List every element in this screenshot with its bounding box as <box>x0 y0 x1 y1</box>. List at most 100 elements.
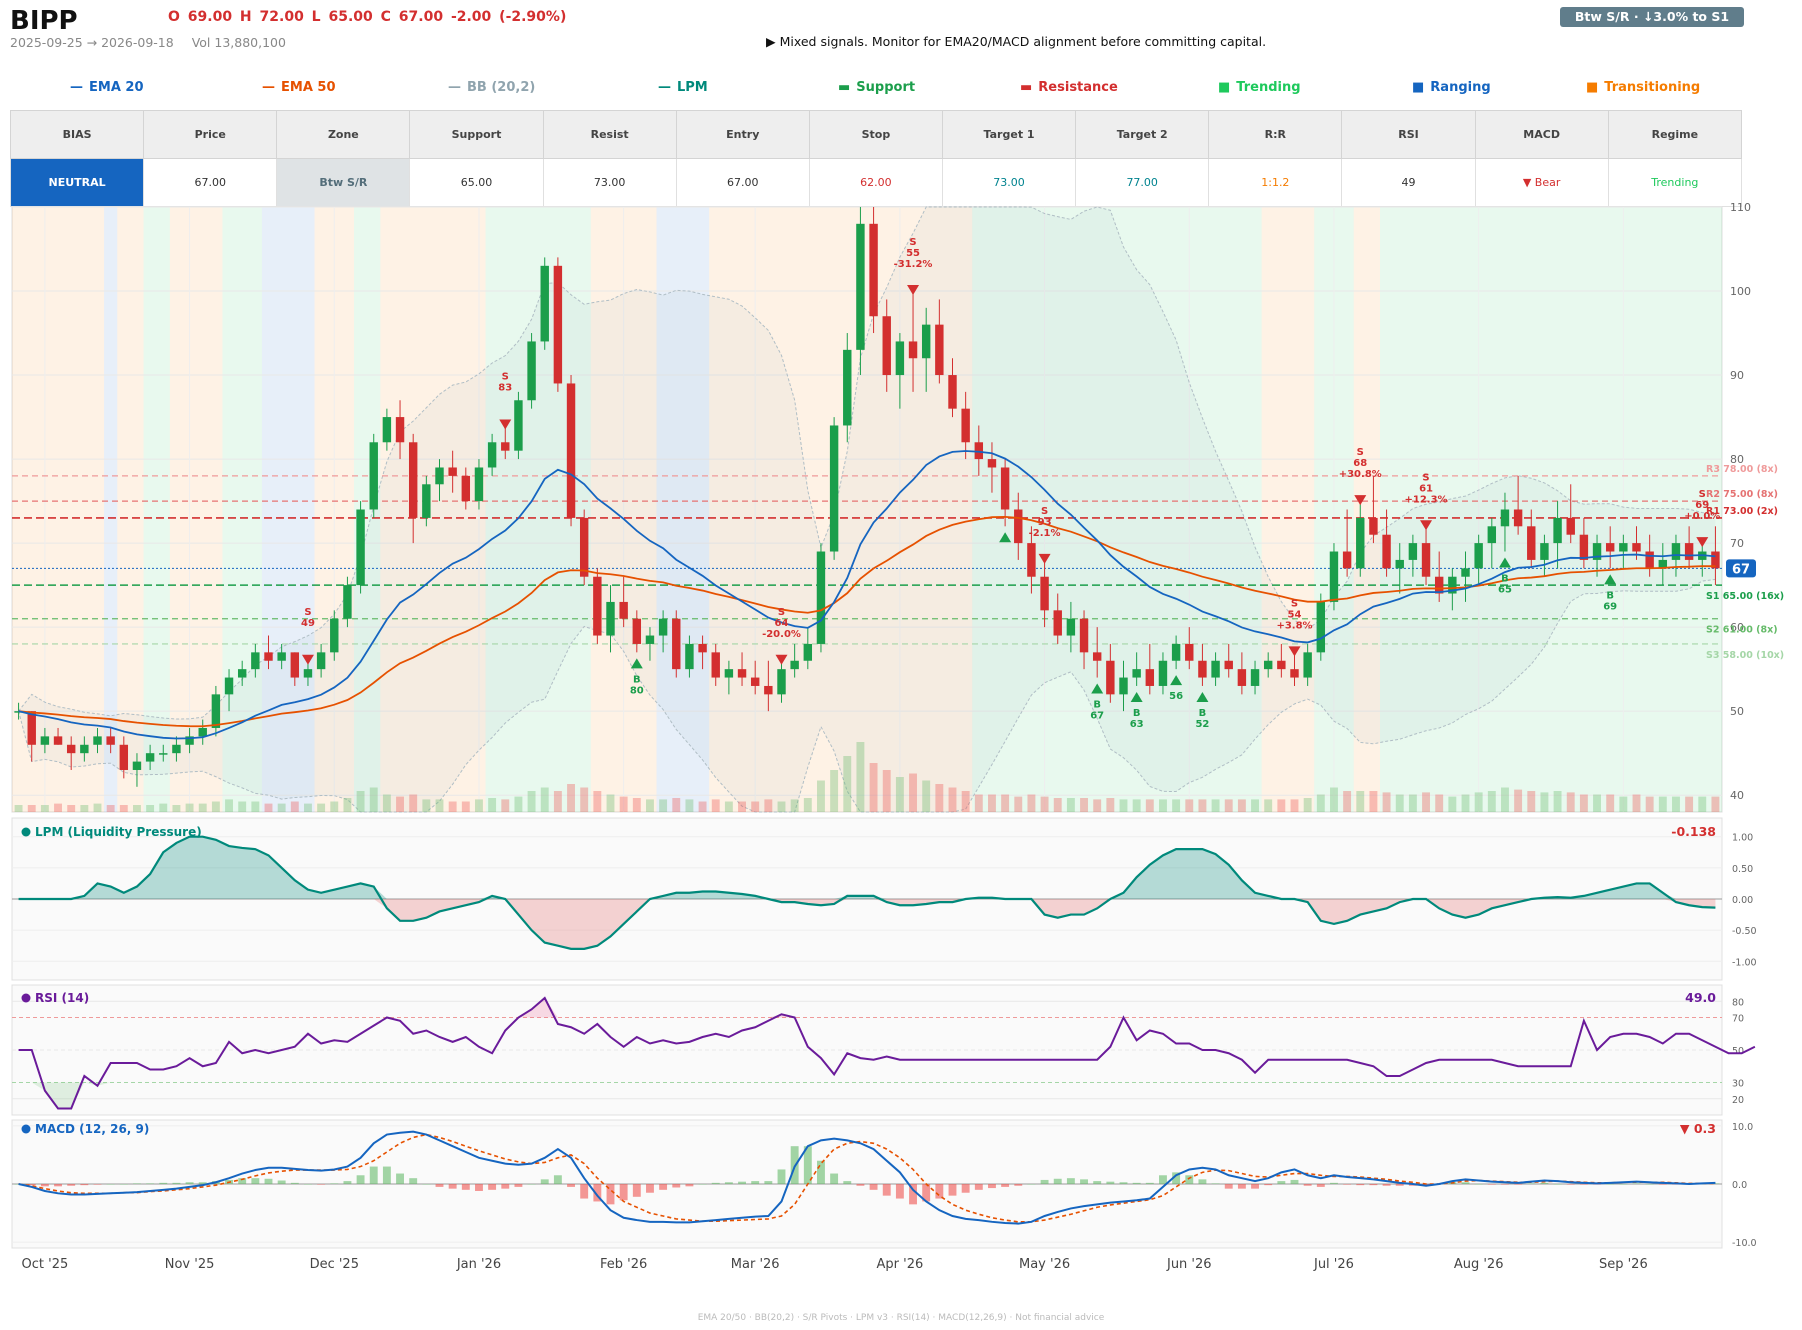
macd-tick-label: 10.0 <box>1732 1122 1753 1133</box>
sell-signal-label: 55 <box>906 248 920 259</box>
candle-body <box>1645 551 1654 569</box>
legend-transitioning[interactable]: ■ Transitioning <box>1586 80 1700 95</box>
regime-band <box>104 207 118 812</box>
candle-body <box>935 324 944 376</box>
candle-body <box>290 652 300 678</box>
macd-histogram-bar <box>1145 1182 1154 1184</box>
legend-trending[interactable]: ■ Trending <box>1218 80 1301 95</box>
macd-histogram-bar <box>1093 1181 1102 1184</box>
col-header: MACD <box>1474 110 1609 159</box>
macd-histogram-bar <box>1474 1184 1483 1185</box>
buy-signal-label: B <box>1093 700 1101 711</box>
legend-support[interactable]: ▬ Support <box>838 80 915 95</box>
volume-bar <box>724 801 733 812</box>
candle-body <box>1513 509 1523 527</box>
volume-bar <box>1408 794 1417 812</box>
volume-bar <box>1579 794 1588 812</box>
bollinger-band-fill <box>18 207 1716 812</box>
macd-histogram-bar <box>93 1184 102 1185</box>
volume-bar <box>343 798 352 812</box>
macd-histogram-bar <box>40 1184 49 1187</box>
volume-bar <box>817 780 825 812</box>
legend-ranging[interactable]: ■ Ranging <box>1412 80 1491 95</box>
volume-bar <box>1014 796 1023 812</box>
volume-bar <box>1698 796 1707 812</box>
col-header: RSI <box>1341 110 1476 159</box>
macd-histogram-bar <box>488 1184 497 1190</box>
volume-bar <box>1593 794 1601 812</box>
summary-value-row: NEUTRAL 67.00 Btw S/R 65.00 73.00 67.00 … <box>9 158 1743 207</box>
legend-ema50[interactable]: — EMA 50 <box>262 80 336 95</box>
candle-body <box>593 576 602 636</box>
volume-bar <box>1001 794 1010 812</box>
sell-arrow-icon <box>1038 553 1051 564</box>
x-tick-label: May '26 <box>1019 1257 1070 1272</box>
macd-histogram-bar <box>1014 1184 1023 1186</box>
candle-body <box>895 341 905 376</box>
volume-bar <box>1303 798 1312 812</box>
macd-histogram-bar <box>567 1184 575 1187</box>
bollinger-lower-line <box>18 578 1716 813</box>
volume-bar <box>567 784 575 812</box>
legend-bb[interactable]: — BB (20,2) <box>448 80 535 95</box>
volume-bar <box>501 799 510 812</box>
macd-histogram-bar <box>1356 1184 1365 1186</box>
legend-ema20[interactable]: — EMA 20 <box>70 80 144 95</box>
candle-body <box>237 669 247 678</box>
volume-bar <box>830 770 839 812</box>
candle-body <box>159 753 168 755</box>
macd-histogram-bar <box>317 1184 326 1185</box>
macd-histogram-bar <box>106 1184 115 1185</box>
volume-bar <box>93 803 102 812</box>
macd-histogram-bar <box>856 1184 865 1186</box>
sell-arrow-icon <box>1288 646 1301 657</box>
volume-bar <box>540 787 549 812</box>
candle-body <box>1171 643 1181 661</box>
candle-body <box>790 660 799 670</box>
legend-lpm[interactable]: — LPM <box>658 80 708 95</box>
candle-body <box>1290 669 1299 678</box>
rsi-tick-label: 30 <box>1732 1079 1744 1090</box>
volume-bar <box>1027 794 1036 812</box>
volume-bar <box>646 799 654 812</box>
ohlc-readout: O 69.00 H 72.00 L 65.00 C 67.00 -2.00 (-… <box>168 9 567 25</box>
volume-bar <box>119 805 128 812</box>
volume-bar <box>146 805 155 812</box>
macd-histogram-bar <box>1461 1182 1470 1184</box>
candle-body <box>1250 669 1260 686</box>
volume-bar <box>1040 796 1049 812</box>
lpm-tick-label: 0.00 <box>1732 895 1753 906</box>
sell-arrow-icon <box>499 419 512 430</box>
macd-histogram-bar <box>185 1182 194 1184</box>
sell-signal-label: +12.3% <box>1404 494 1447 505</box>
sell-signal-label: 83 <box>498 382 512 393</box>
col-header: R:R <box>1208 110 1343 159</box>
volume-bar <box>711 799 720 812</box>
sr-level-label: S1 65.00 (16x) <box>1706 591 1784 602</box>
candle-body <box>1303 652 1312 678</box>
buy-signal-label: B <box>1606 590 1614 601</box>
macd-histogram-bar <box>738 1181 746 1184</box>
sell-arrow-icon <box>1354 495 1367 506</box>
volume-bar <box>1132 799 1141 812</box>
legend-resistance[interactable]: ▬ Resistance <box>1020 80 1118 95</box>
ema50-line <box>18 515 1716 728</box>
candle-body <box>1014 509 1023 544</box>
candle-body <box>882 316 891 376</box>
volume-bar <box>1356 791 1365 812</box>
macd-histogram-bar <box>514 1184 523 1187</box>
candle-body <box>1448 576 1457 594</box>
candle-body <box>330 618 339 653</box>
macd-histogram-bar <box>80 1184 89 1186</box>
target1-cell: 73.00 <box>941 158 1077 207</box>
macd-histogram-bar <box>1343 1184 1352 1185</box>
volume-bar <box>738 801 746 812</box>
col-header: Resist <box>542 110 677 159</box>
volume-bar <box>1711 796 1720 812</box>
col-header: Target 2 <box>1075 110 1210 159</box>
x-tick-label: Jun '26 <box>1166 1257 1212 1272</box>
macd-histogram-bar <box>1303 1184 1312 1186</box>
buy-signal-label: 65 <box>1498 585 1512 596</box>
volume-bar <box>803 798 812 812</box>
